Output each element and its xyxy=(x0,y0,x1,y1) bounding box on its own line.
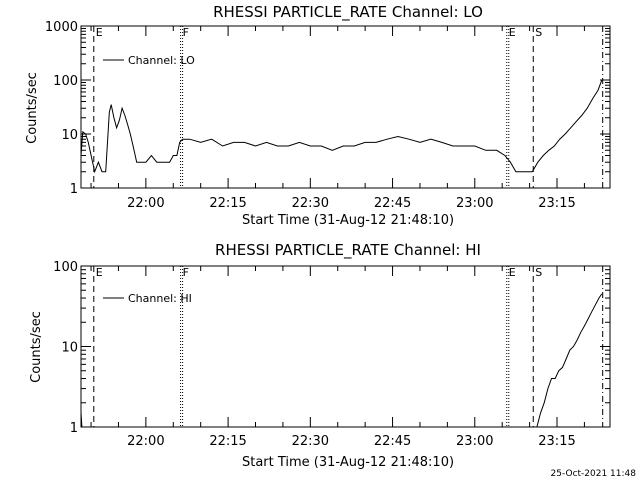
hi-y-axis-label: Counts/sec xyxy=(29,311,44,383)
x-tick-label: 22:00 xyxy=(127,434,164,449)
x-tick-label: 22:45 xyxy=(374,196,411,211)
marker-label: E xyxy=(96,266,103,279)
hi-x-axis-label: Start Time (31-Aug-12 21:48:10) xyxy=(242,455,454,470)
y-tick-label: 100 xyxy=(53,260,78,275)
x-tick-label: 22:45 xyxy=(374,434,411,449)
hi-axes: 1 10 100 22:00 22:15 22:30 22:45 23:00 23:15 E F E S xyxy=(53,260,611,449)
plot-frame xyxy=(80,265,611,428)
x-tick-label: 22:15 xyxy=(209,434,246,449)
lo-axes: 1 10 100 1000 22:00 22:15 22:30 22:45 23:00 23:15… xyxy=(45,20,611,211)
x-tick-label: 23:15 xyxy=(538,434,575,449)
marker-label: E xyxy=(96,26,103,39)
y-tick-label: 100 xyxy=(53,74,78,89)
marker-label: F xyxy=(183,266,189,279)
x-tick-label: 22:30 xyxy=(292,434,329,449)
lo-chart-title: RHESSI PARTICLE_RATE Channel: LO xyxy=(213,3,483,22)
marker-label: F xyxy=(183,26,189,39)
marker-label: S xyxy=(535,266,542,279)
hi-channel-panel: RHESSI PARTICLE_RATE Channel: HI 1 10 100 2… xyxy=(29,241,611,470)
footer-timestamp: 25-Oct-2021 11:48 xyxy=(551,469,637,479)
marker-label: S xyxy=(535,26,542,39)
lo-x-axis-label: Start Time (31-Aug-12 21:48:10) xyxy=(242,213,454,228)
lo-series-line xyxy=(80,79,603,174)
hi-legend: Channel: HI xyxy=(103,292,192,305)
x-tick-label: 22:15 xyxy=(209,196,246,211)
y-tick-label: 10 xyxy=(61,128,78,143)
lo-y-axis-label: Counts/sec xyxy=(25,72,40,144)
x-tick-label: 23:15 xyxy=(538,196,575,211)
lo-legend-label: Channel: LO xyxy=(128,54,195,67)
y-tick-label: 1 xyxy=(70,182,78,197)
marker-label: E xyxy=(509,266,516,279)
marker-label: E xyxy=(509,26,516,39)
y-tick-label: 10 xyxy=(61,341,78,356)
hi-series-line xyxy=(80,293,603,428)
plot-frame xyxy=(80,25,611,189)
x-tick-label: 23:00 xyxy=(456,434,493,449)
x-tick-label: 23:00 xyxy=(456,196,493,211)
y-tick-label: 1 xyxy=(70,421,78,436)
x-tick-label: 22:30 xyxy=(292,196,329,211)
hi-legend-label: Channel: HI xyxy=(128,292,192,305)
lo-channel-panel: RHESSI PARTICLE_RATE Channel: LO 1101001… xyxy=(25,3,611,228)
x-tick-label: 22:00 xyxy=(127,196,164,211)
hi-chart-title: RHESSI PARTICLE_RATE Channel: HI xyxy=(215,241,481,260)
lo-legend: Channel: LO xyxy=(103,54,195,67)
y-tick-label: 1000 xyxy=(45,20,78,35)
